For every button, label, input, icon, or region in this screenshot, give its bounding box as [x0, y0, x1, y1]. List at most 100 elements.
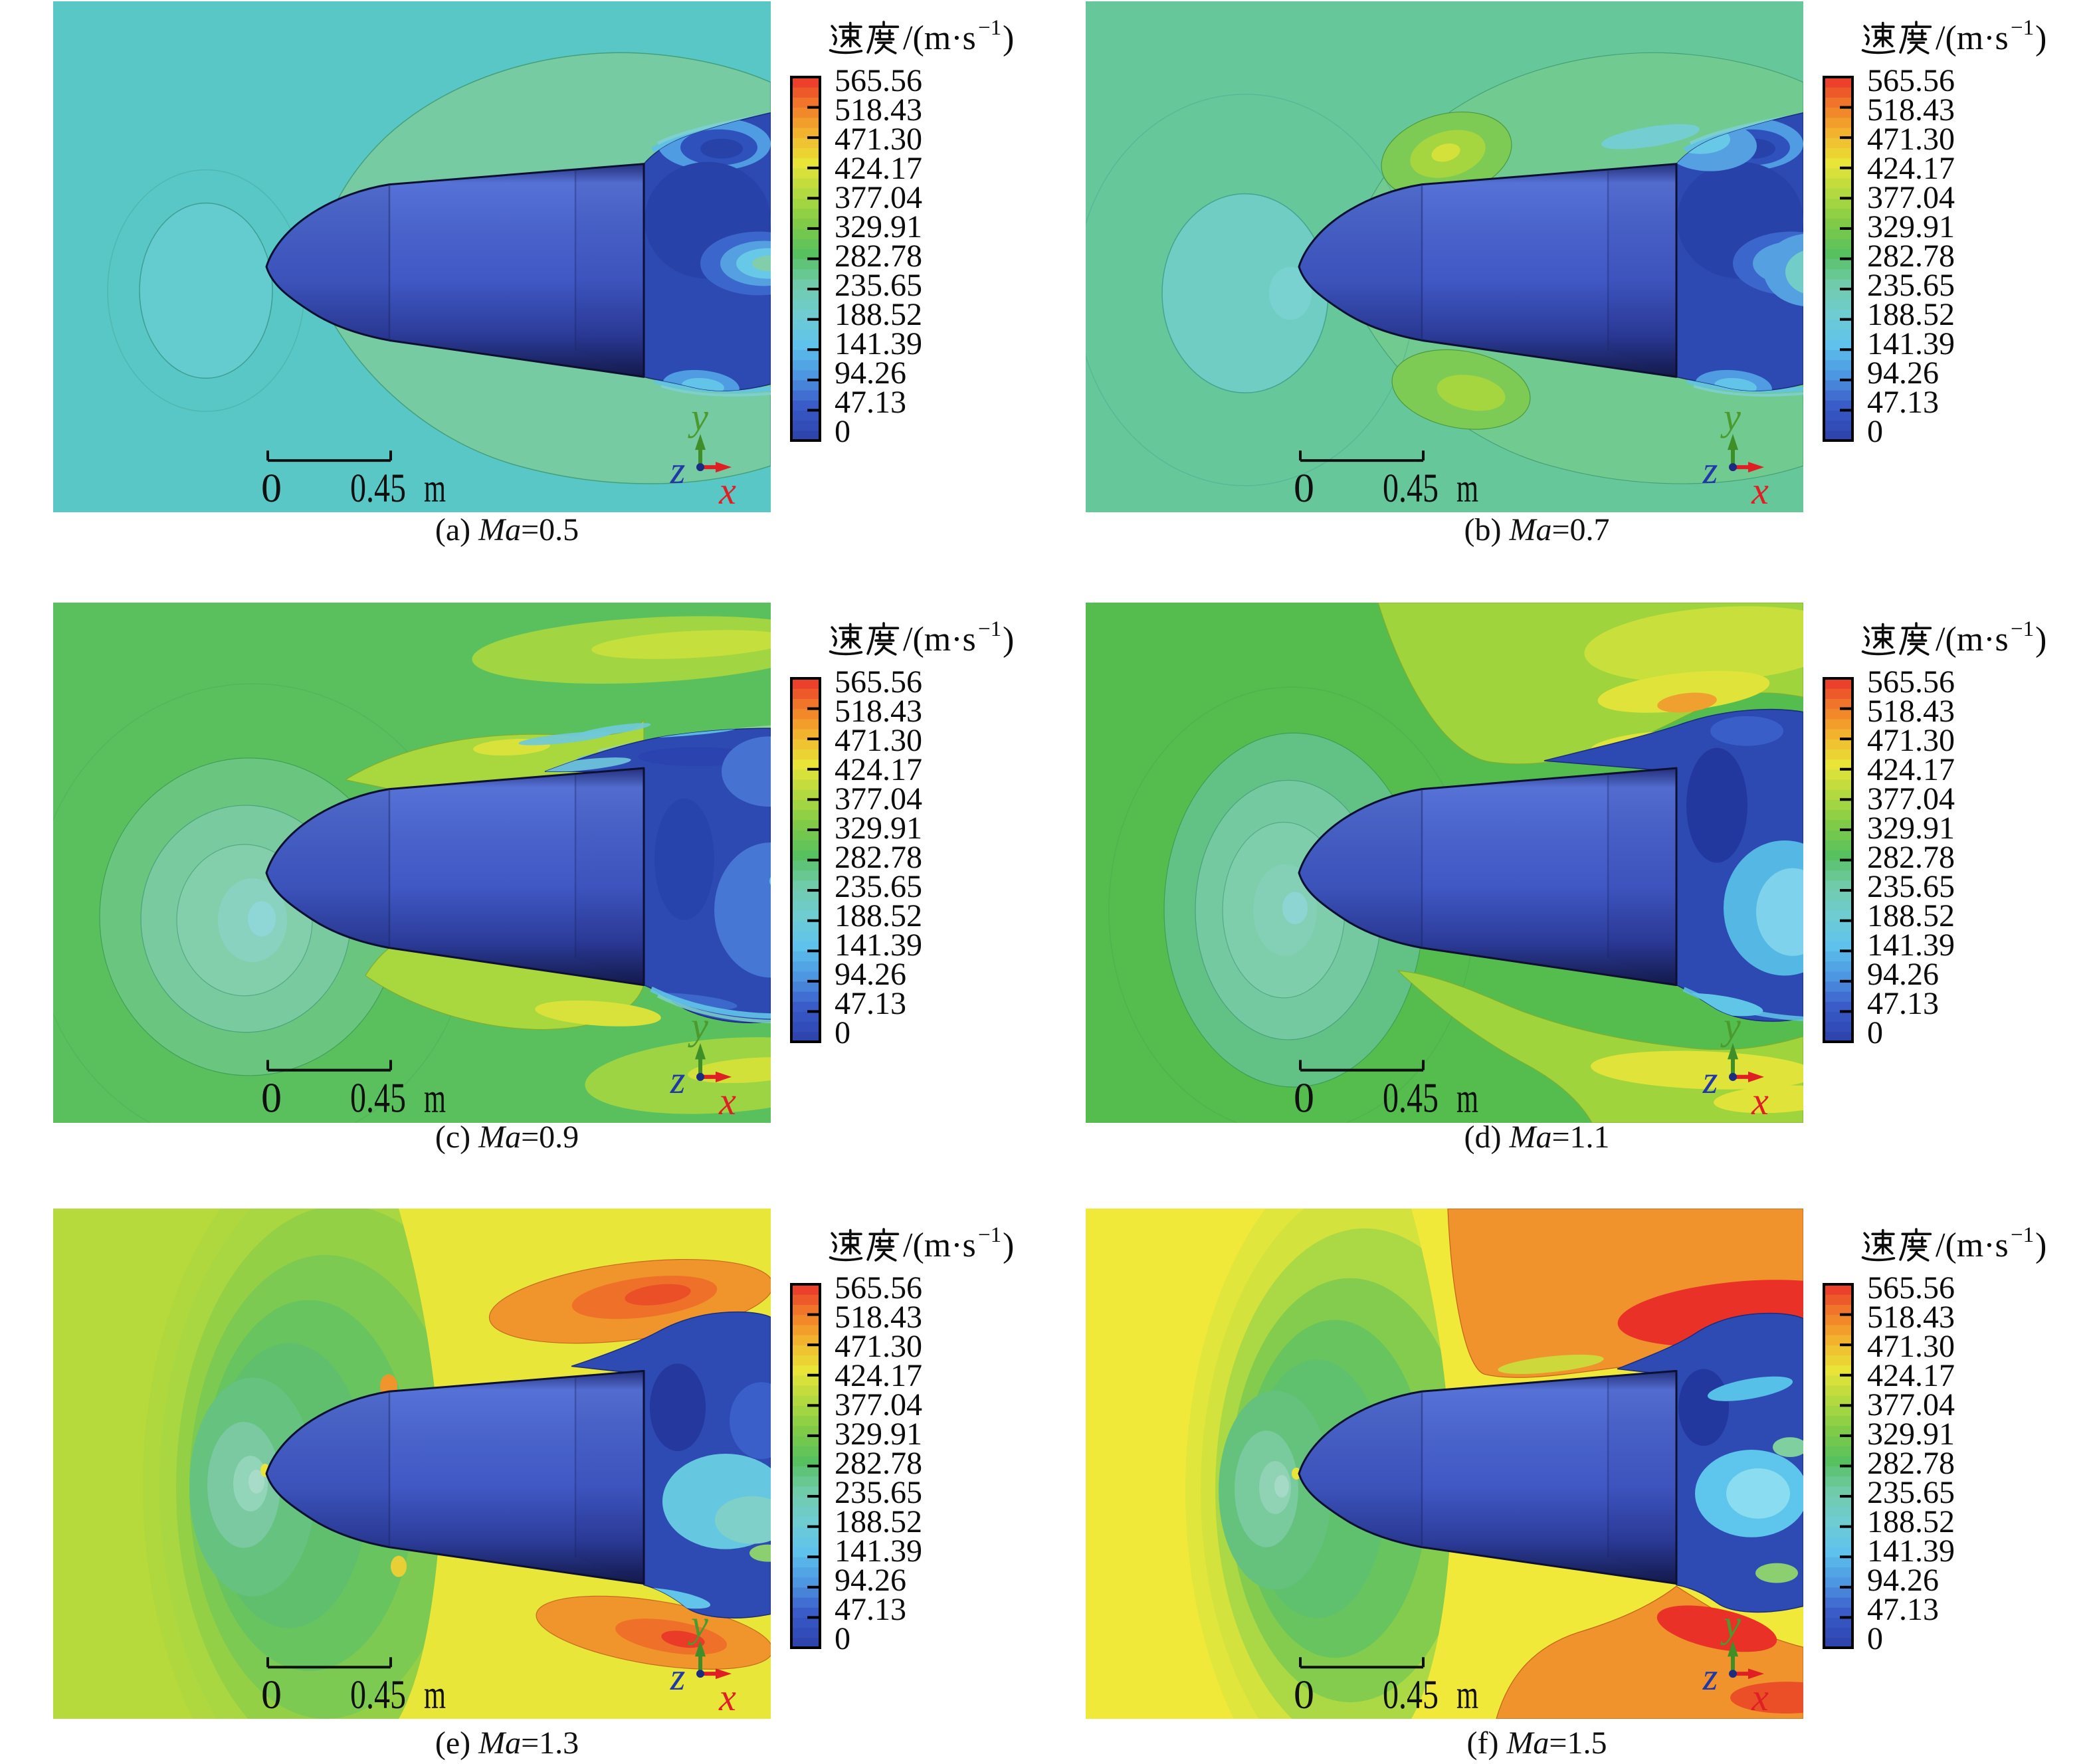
svg-text:z: z [1702, 448, 1718, 492]
svg-text:282.78: 282.78 [835, 1446, 922, 1481]
svg-text:0.45: 0.45 [1383, 466, 1439, 511]
svg-text:−1: −1 [978, 617, 1001, 641]
svg-text:0.45: 0.45 [350, 1074, 406, 1122]
svg-text:329.91: 329.91 [835, 209, 922, 245]
svg-text:y: y [1720, 1602, 1741, 1645]
svg-text:518.43: 518.43 [1867, 1300, 1955, 1335]
svg-text:0: 0 [261, 1074, 282, 1122]
svg-text:377.04: 377.04 [1867, 781, 1955, 817]
svg-text:94.26: 94.26 [1867, 1563, 1939, 1598]
svg-text:377.04: 377.04 [835, 1387, 922, 1422]
svg-text:471.30: 471.30 [835, 122, 922, 157]
svg-text:y: y [1720, 1004, 1741, 1048]
svg-text:y: y [688, 395, 708, 439]
svg-text:377.04: 377.04 [835, 180, 922, 215]
svg-text:x: x [1751, 469, 1769, 512]
svg-text:94.26: 94.26 [1867, 957, 1939, 992]
svg-text:0.45: 0.45 [350, 1672, 406, 1717]
svg-text:47.13: 47.13 [835, 385, 906, 420]
svg-text:282.78: 282.78 [835, 840, 922, 875]
svg-text:0: 0 [1867, 414, 1883, 449]
svg-text:−1: −1 [978, 1223, 1001, 1247]
svg-text:0: 0 [835, 1621, 850, 1656]
svg-text:/(m·s: /(m·s [903, 621, 976, 658]
svg-text:−1: −1 [978, 16, 1001, 40]
svg-text:565.56: 565.56 [835, 63, 922, 98]
svg-text:/(m·s: /(m·s [1936, 19, 2009, 57]
svg-text:471.30: 471.30 [835, 1329, 922, 1364]
svg-text:x: x [1751, 1676, 1769, 1719]
svg-text:47.13: 47.13 [1867, 986, 1939, 1021]
svg-text:0: 0 [1294, 1672, 1314, 1717]
svg-text:188.52: 188.52 [1867, 297, 1955, 332]
svg-text:): ) [1003, 1226, 1014, 1264]
svg-text:518.43: 518.43 [835, 92, 922, 128]
svg-text:329.91: 329.91 [1867, 811, 1955, 846]
svg-text:141.39: 141.39 [835, 928, 922, 963]
svg-text:471.30: 471.30 [835, 723, 922, 758]
svg-text:329.91: 329.91 [1867, 209, 1955, 245]
svg-text:): ) [2035, 19, 2046, 57]
svg-text:47.13: 47.13 [1867, 385, 1939, 420]
svg-text:188.52: 188.52 [1867, 898, 1955, 933]
svg-text:−1: −1 [2011, 1223, 2034, 1247]
svg-text:0: 0 [835, 1015, 850, 1050]
svg-text:94.26: 94.26 [835, 355, 906, 391]
svg-text:188.52: 188.52 [835, 898, 922, 933]
svg-text:518.43: 518.43 [835, 1300, 922, 1335]
svg-text:m: m [424, 1074, 446, 1122]
svg-text:47.13: 47.13 [835, 986, 906, 1021]
svg-text:x: x [718, 1079, 736, 1123]
svg-text:188.52: 188.52 [835, 297, 922, 332]
svg-text:−1: −1 [2011, 16, 2034, 40]
svg-text:m: m [1456, 466, 1478, 511]
svg-text:z: z [670, 1655, 686, 1698]
svg-text:0: 0 [261, 466, 282, 511]
svg-text:471.30: 471.30 [1867, 1329, 1955, 1364]
svg-text:): ) [1003, 19, 1014, 57]
svg-text:565.56: 565.56 [1867, 664, 1955, 700]
svg-text:235.65: 235.65 [1867, 1475, 1955, 1510]
svg-text:377.04: 377.04 [1867, 1387, 1955, 1422]
svg-text:): ) [2035, 621, 2046, 658]
svg-text:0: 0 [1294, 466, 1314, 511]
svg-text:m: m [424, 1672, 446, 1717]
svg-text:424.17: 424.17 [1867, 1358, 1955, 1393]
svg-text:y: y [688, 1602, 708, 1645]
svg-text:94.26: 94.26 [1867, 355, 1939, 391]
svg-text:235.65: 235.65 [835, 1475, 922, 1510]
svg-text:0.45: 0.45 [350, 466, 406, 511]
svg-text:z: z [670, 1058, 686, 1102]
svg-text:47.13: 47.13 [835, 1592, 906, 1627]
svg-text:z: z [1702, 1058, 1718, 1102]
svg-text:377.04: 377.04 [1867, 180, 1955, 215]
svg-text:0: 0 [261, 1672, 282, 1717]
svg-text:235.65: 235.65 [835, 268, 922, 303]
svg-text:188.52: 188.52 [835, 1504, 922, 1539]
svg-text:424.17: 424.17 [835, 752, 922, 787]
svg-text:141.39: 141.39 [835, 1533, 922, 1569]
svg-text:y: y [1720, 395, 1741, 439]
svg-text:424.17: 424.17 [835, 1358, 922, 1393]
svg-text:x: x [1751, 1079, 1769, 1123]
svg-text:565.56: 565.56 [835, 664, 922, 700]
svg-text:m: m [1456, 1672, 1478, 1717]
svg-text:x: x [718, 1676, 736, 1719]
svg-text:377.04: 377.04 [835, 781, 922, 817]
svg-text:282.78: 282.78 [835, 239, 922, 274]
svg-text:0: 0 [1294, 1074, 1314, 1122]
svg-text:141.39: 141.39 [1867, 1533, 1955, 1569]
svg-text:141.39: 141.39 [1867, 928, 1955, 963]
svg-text:471.30: 471.30 [1867, 723, 1955, 758]
svg-text:m: m [424, 466, 446, 511]
svg-text:282.78: 282.78 [1867, 840, 1955, 875]
svg-text:518.43: 518.43 [1867, 694, 1955, 729]
svg-text:/(m·s: /(m·s [903, 19, 976, 57]
svg-text:/(m·s: /(m·s [903, 1226, 976, 1264]
svg-text:): ) [2035, 1226, 2046, 1264]
svg-text:47.13: 47.13 [1867, 1592, 1939, 1627]
svg-text:0.45: 0.45 [1383, 1074, 1439, 1122]
svg-text:329.91: 329.91 [835, 1417, 922, 1452]
svg-text:565.56: 565.56 [1867, 1270, 1955, 1306]
svg-text:y: y [688, 1004, 708, 1048]
